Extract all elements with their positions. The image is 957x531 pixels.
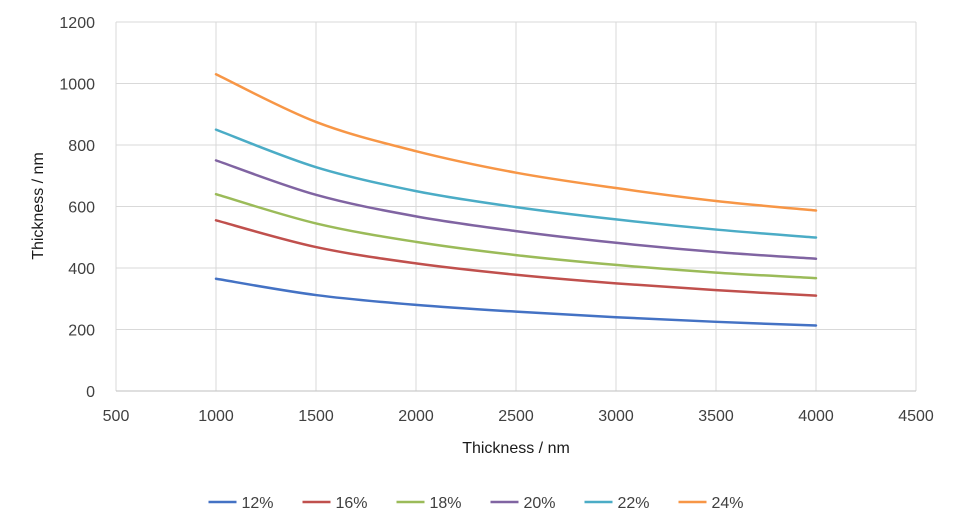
x-tick-label: 1500 — [298, 408, 334, 425]
series-line-16pct — [214, 219, 818, 297]
legend: 12% 16% 18% 20% 22% 24% — [208, 495, 744, 512]
legend-label: 22% — [618, 495, 650, 512]
legend-item: 16% — [302, 495, 368, 512]
legend-label: 18% — [430, 495, 462, 512]
y-tick-label: 200 — [68, 323, 95, 340]
legend-item: 20% — [490, 495, 556, 512]
y-axis-title: Thickness / nm — [30, 152, 47, 260]
legend-label: 16% — [336, 495, 368, 512]
legend-item: 18% — [396, 495, 462, 512]
y-tick-label: 1000 — [59, 77, 95, 94]
x-axis-title: Thickness / nm — [462, 440, 570, 457]
series-line-12pct — [214, 277, 818, 327]
series-line-24pct — [214, 73, 818, 212]
tick-labels: 500 1000 1500 2000 2500 3000 3500 4000 4500 0 200 4… — [59, 15, 933, 425]
legend-item: 12% — [208, 495, 274, 512]
series-line-20pct — [214, 159, 818, 261]
legend-item: 22% — [584, 495, 650, 512]
legend-label: 24% — [712, 495, 744, 512]
x-tick-label: 1000 — [198, 408, 234, 425]
x-tick-label: 2000 — [398, 408, 434, 425]
x-tick-label: 2500 — [498, 408, 534, 425]
series-lines — [214, 73, 818, 327]
series-line-18pct — [214, 192, 818, 280]
x-tick-label: 3500 — [698, 408, 734, 425]
series-line-22pct — [214, 128, 818, 239]
y-tick-label: 600 — [68, 200, 95, 217]
gridlines — [115, 21, 917, 391]
x-tick-label: 4500 — [898, 408, 934, 425]
y-tick-label: 0 — [86, 384, 95, 401]
x-tick-label: 500 — [103, 408, 130, 425]
y-tick-label: 400 — [68, 261, 95, 278]
legend-item: 24% — [678, 495, 744, 512]
legend-label: 20% — [524, 495, 556, 512]
x-tick-label: 4000 — [798, 408, 834, 425]
y-tick-label: 800 — [68, 138, 95, 155]
legend-label: 12% — [242, 495, 274, 512]
y-tick-label: 1200 — [59, 15, 95, 32]
x-tick-label: 3000 — [598, 408, 634, 425]
